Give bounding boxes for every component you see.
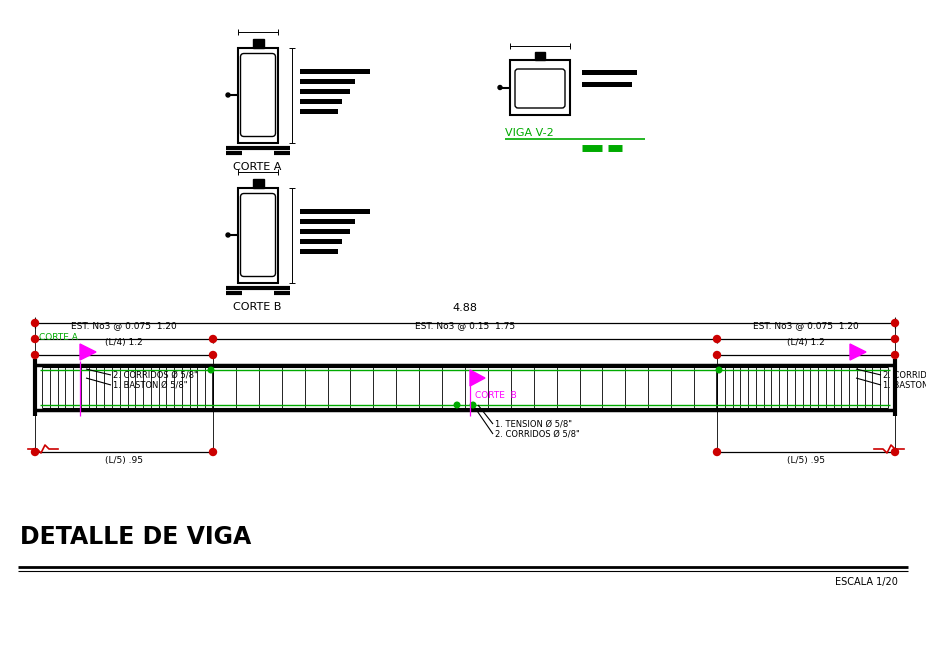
Circle shape xyxy=(208,367,214,373)
Bar xyxy=(238,187,278,283)
Circle shape xyxy=(226,233,230,237)
Bar xyxy=(300,109,338,114)
Circle shape xyxy=(209,352,217,359)
Circle shape xyxy=(31,448,39,456)
Text: CORTE A: CORTE A xyxy=(233,162,282,172)
Bar xyxy=(300,69,370,73)
Text: (L/5) .95: (L/5) .95 xyxy=(787,456,825,465)
Bar xyxy=(582,70,637,75)
Text: EST. No3 @ 0.075  1.20: EST. No3 @ 0.075 1.20 xyxy=(753,321,859,330)
Bar xyxy=(253,38,264,47)
Bar xyxy=(253,179,264,187)
Circle shape xyxy=(454,402,460,408)
Bar xyxy=(300,229,350,234)
Text: (L/4) 1.2: (L/4) 1.2 xyxy=(787,338,825,347)
Circle shape xyxy=(714,352,720,359)
Text: ESCALA 1/20: ESCALA 1/20 xyxy=(835,577,898,587)
Circle shape xyxy=(226,93,230,97)
Bar xyxy=(238,47,278,142)
Bar xyxy=(300,249,338,254)
Circle shape xyxy=(892,352,898,359)
Circle shape xyxy=(209,335,217,343)
Text: 2. CORRIDOS Ø 5/8": 2. CORRIDOS Ø 5/8" xyxy=(113,370,198,380)
Circle shape xyxy=(31,352,39,359)
Text: (L/4) 1.2: (L/4) 1.2 xyxy=(106,338,143,347)
Text: 1. BASTON Ø 5/8": 1. BASTON Ø 5/8" xyxy=(883,380,926,389)
Circle shape xyxy=(31,320,39,326)
Circle shape xyxy=(892,448,898,456)
Text: 2. CORRIDOS Ø 5/8": 2. CORRIDOS Ø 5/8" xyxy=(883,370,926,380)
Bar xyxy=(300,89,350,94)
Bar xyxy=(300,209,370,214)
Bar xyxy=(300,239,342,244)
Polygon shape xyxy=(850,344,866,360)
Text: CORTE  B: CORTE B xyxy=(475,391,517,400)
Bar xyxy=(300,79,355,84)
Bar xyxy=(510,60,570,115)
Bar xyxy=(300,219,355,224)
Text: EST. No3 @ 0.15  1.75: EST. No3 @ 0.15 1.75 xyxy=(415,321,515,330)
Circle shape xyxy=(716,367,721,373)
Circle shape xyxy=(892,320,898,326)
Circle shape xyxy=(498,86,502,90)
Text: CORTE A: CORTE A xyxy=(39,333,78,342)
Text: CORTE B: CORTE B xyxy=(233,302,282,313)
Circle shape xyxy=(470,402,476,408)
Circle shape xyxy=(714,448,720,456)
Polygon shape xyxy=(80,344,96,360)
Text: (L/5) .95: (L/5) .95 xyxy=(105,456,143,465)
Circle shape xyxy=(209,448,217,456)
Text: VIGA V-2: VIGA V-2 xyxy=(505,128,554,138)
Circle shape xyxy=(892,335,898,343)
Circle shape xyxy=(31,335,39,343)
Circle shape xyxy=(714,335,720,343)
Text: 1. TENSION Ø 5/8": 1. TENSION Ø 5/8" xyxy=(495,419,572,428)
Bar xyxy=(535,52,545,60)
Bar xyxy=(582,81,632,86)
Text: 4.88: 4.88 xyxy=(453,303,478,313)
Polygon shape xyxy=(470,370,485,386)
Text: DETALLE DE VIGA: DETALLE DE VIGA xyxy=(20,525,251,549)
Text: 2. CORRIDOS Ø 5/8": 2. CORRIDOS Ø 5/8" xyxy=(495,430,580,439)
Text: EST. No3 @ 0.075  1.20: EST. No3 @ 0.075 1.20 xyxy=(71,321,177,330)
Text: 1. BASTON Ø 5/8": 1. BASTON Ø 5/8" xyxy=(113,380,187,389)
Bar xyxy=(300,99,342,104)
